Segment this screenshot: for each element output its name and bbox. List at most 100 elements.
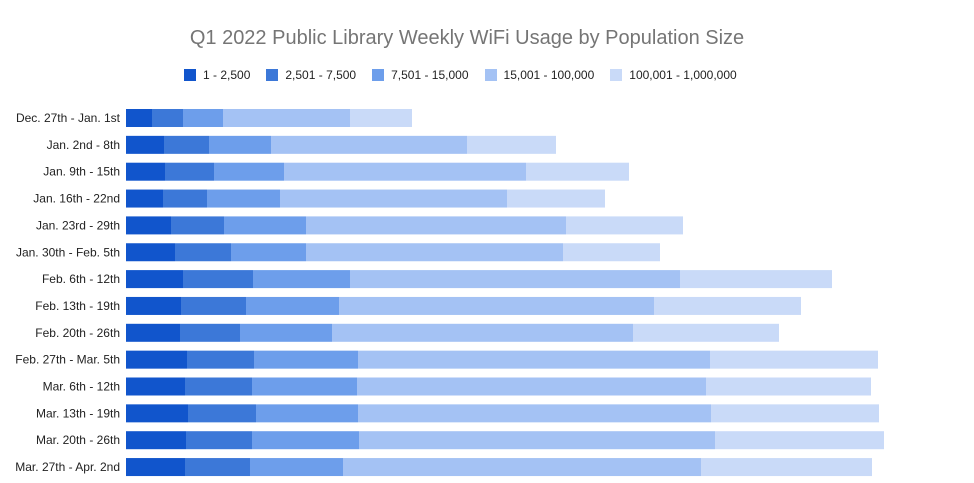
- chart-title: Q1 2022 Public Library Weekly WiFi Usage…: [189, 27, 745, 49]
- bar-segment: [183, 109, 223, 127]
- category-label: Jan. 9th - 15th: [43, 165, 120, 179]
- bar-segment: [358, 350, 710, 369]
- bar-segment: [332, 323, 633, 342]
- bar-segment: [186, 431, 252, 450]
- bar-segment: [126, 350, 187, 369]
- bar-segment: [163, 189, 207, 208]
- bar-segment: [253, 270, 350, 289]
- bar-segment: [706, 377, 871, 396]
- category-label: Mar. 20th - 26th: [36, 433, 120, 447]
- bar-segment: [240, 323, 332, 342]
- bar-segment: [246, 296, 339, 315]
- bar-segment: [181, 296, 246, 315]
- bar-segment: [280, 189, 507, 208]
- bar-segment: [250, 458, 343, 477]
- bar-segment: [165, 162, 214, 181]
- bar-segment: [126, 243, 175, 262]
- bar-segment: [680, 270, 832, 289]
- legend-item: 2,501 - 7,500: [266, 68, 356, 82]
- legend-item: 100,001 - 1,000,000: [610, 68, 737, 82]
- bar-segment: [359, 431, 715, 450]
- category-label: Mar. 6th - 12th: [43, 380, 120, 394]
- bar-segment: [358, 404, 711, 423]
- bar-segment: [126, 404, 188, 423]
- legend-item: 1 - 2,500: [184, 68, 250, 82]
- legend-swatch: [610, 69, 623, 81]
- bar-segment: [164, 135, 209, 154]
- bar-segment: [180, 323, 240, 342]
- legend-swatch: [372, 69, 385, 81]
- bar-segment: [710, 350, 878, 369]
- bar-segment: [188, 404, 256, 423]
- bar-segment: [126, 189, 163, 208]
- bar-segment: [271, 135, 467, 154]
- legend: 1 - 2,500 2,501 - 7,500 7,501 - 15,000 15,0…: [184, 67, 753, 83]
- bar-segment: [284, 162, 526, 181]
- bar-segment: [633, 323, 779, 342]
- bar-segment: [126, 216, 171, 235]
- bar-segment: [126, 270, 183, 289]
- legend-item: 7,501 - 15,000: [372, 68, 469, 82]
- legend-label: 100,001 - 1,000,000: [629, 68, 737, 82]
- bar-segment: [209, 135, 271, 154]
- legend-item: 15,001 - 100,000: [484, 68, 595, 82]
- bar-segment: [126, 431, 186, 450]
- bar-segment: [126, 323, 180, 342]
- bar-segment: [350, 270, 680, 289]
- bar-segment: [339, 296, 654, 315]
- bar-segment: [306, 216, 566, 235]
- bar-segment: [654, 296, 801, 315]
- bar-segment: [563, 243, 660, 262]
- legend-label: 7,501 - 15,000: [391, 68, 469, 82]
- bar-segment: [507, 189, 605, 208]
- bar-segment: [224, 216, 306, 235]
- bar-segment: [185, 377, 252, 396]
- category-label: Jan. 2nd - 8th: [47, 138, 120, 152]
- category-label: Mar. 13th - 19th: [36, 406, 120, 420]
- bar-segment: [357, 377, 706, 396]
- bar-segment: [701, 458, 872, 477]
- bar-segment: [126, 109, 152, 127]
- bar-segment: [256, 404, 358, 423]
- bar-segment: [126, 296, 181, 315]
- bar-segment: [350, 109, 412, 127]
- bar-segment: [126, 135, 164, 154]
- category-label: Feb. 27th - Mar. 5th: [15, 353, 120, 367]
- bar-segment: [252, 377, 357, 396]
- bar-segment: [207, 189, 280, 208]
- legend-label: 15,001 - 100,000: [503, 68, 595, 82]
- bar-segment: [185, 458, 250, 477]
- bar-segment: [171, 216, 224, 235]
- category-label: Jan. 30th - Feb. 5th: [16, 245, 120, 259]
- category-label: Jan. 23rd - 29th: [36, 218, 120, 232]
- bar-segment: [175, 243, 231, 262]
- bar-segment: [152, 109, 183, 127]
- bar-segment: [187, 350, 254, 369]
- bar-segment: [214, 162, 284, 181]
- bar-segment: [566, 216, 683, 235]
- bar-segment: [467, 135, 556, 154]
- category-label: Dec. 27th - Jan. 1st: [16, 111, 121, 125]
- bar-segment: [183, 270, 253, 289]
- legend-swatch: [184, 69, 196, 81]
- bar-segment: [252, 431, 359, 450]
- category-label: Feb. 13th - 19th: [35, 299, 120, 313]
- bar-segment: [715, 431, 884, 450]
- legend-swatch: [484, 69, 497, 81]
- bar-segment: [254, 350, 358, 369]
- bar-segment: [306, 243, 563, 262]
- bar-segment: [711, 404, 879, 423]
- bar-segment: [223, 109, 350, 127]
- legend-swatch: [266, 69, 279, 81]
- legend-label: 2,501 - 7,500: [285, 68, 357, 82]
- category-label: Feb. 6th - 12th: [42, 272, 120, 286]
- category-label: Feb. 20th - 26th: [35, 326, 120, 340]
- bar-segment: [126, 458, 185, 477]
- bar-segment: [231, 243, 306, 262]
- category-label: Mar. 27th - Apr. 2nd: [15, 460, 120, 474]
- bar-segment: [126, 162, 165, 181]
- bar-segment: [126, 377, 185, 396]
- bar-segment: [343, 458, 701, 477]
- bar-segment: [526, 162, 629, 181]
